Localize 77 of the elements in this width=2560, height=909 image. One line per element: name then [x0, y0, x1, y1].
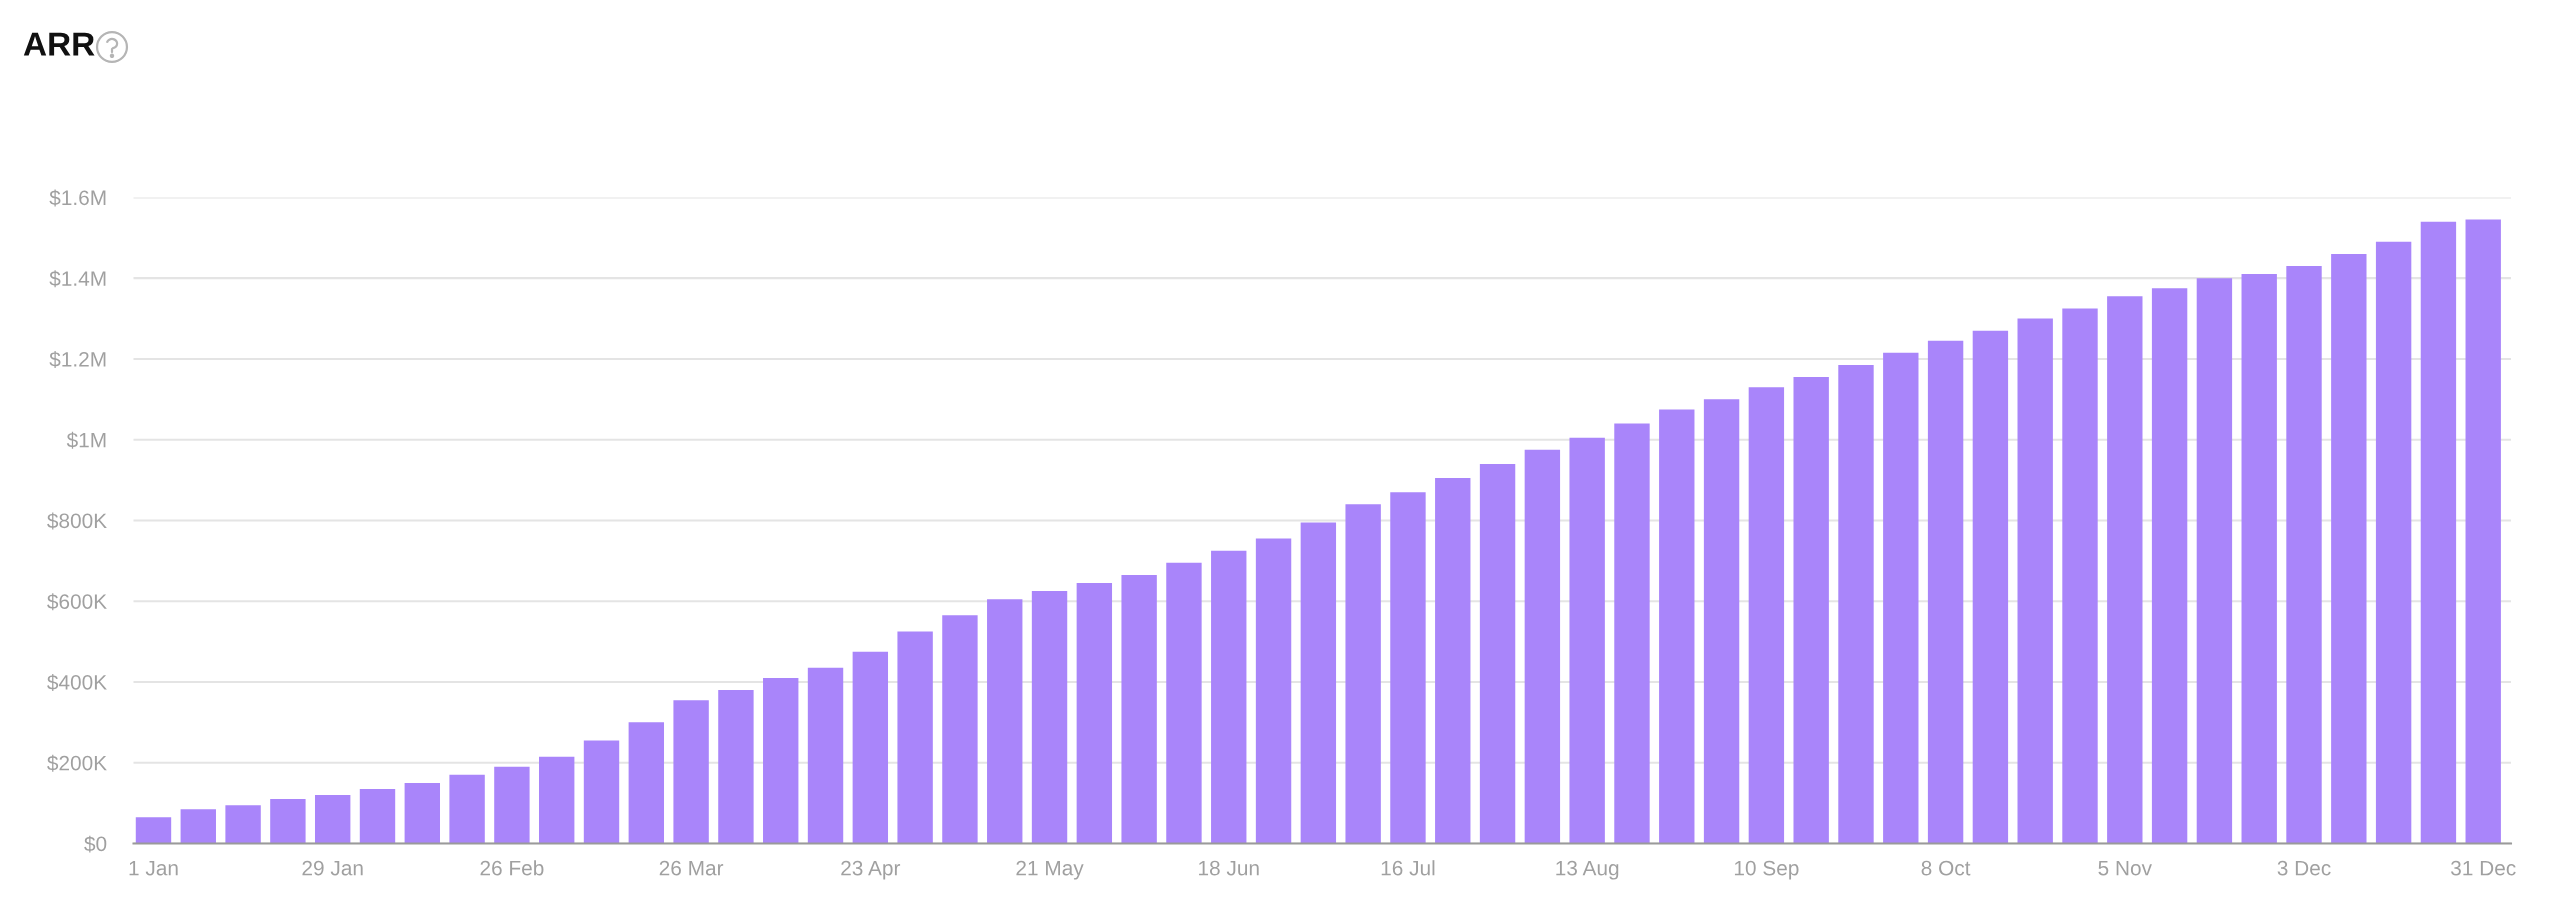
x-tick-label: 1 Jan — [129, 860, 178, 876]
x-tick-label: 10 Sep — [1734, 860, 1799, 880]
bar — [807, 667, 844, 844]
bar — [987, 599, 1023, 844]
bar — [1076, 583, 1113, 844]
bar — [583, 740, 620, 844]
bar — [1569, 437, 1605, 844]
bar — [1300, 522, 1337, 844]
x-tick-label: 26 Mar — [659, 860, 724, 876]
bar — [225, 805, 261, 844]
bar — [2375, 241, 2412, 844]
bar — [135, 817, 172, 844]
bar — [718, 690, 754, 844]
bar — [180, 809, 216, 844]
bar — [1524, 449, 1561, 844]
y-tick-label: $600K — [47, 593, 107, 611]
bar — [1614, 423, 1650, 844]
bar — [1703, 399, 1740, 844]
x-tick-label: 21 May — [1016, 860, 1084, 880]
bar — [1883, 352, 1919, 844]
chart-title: ARR — [23, 32, 95, 56]
bar — [2062, 308, 2098, 844]
bar — [1121, 574, 1157, 844]
y-tick-label: $400K — [47, 674, 107, 691]
x-tick-label: 31 Dec — [2451, 860, 2516, 876]
y-tick-label: $0 — [84, 835, 107, 853]
bar — [270, 799, 306, 844]
bar — [1390, 492, 1426, 844]
bar — [449, 774, 485, 844]
bar — [852, 651, 889, 844]
bar — [404, 782, 440, 844]
bar — [1793, 377, 1829, 844]
bar — [1748, 387, 1785, 844]
bar — [2017, 318, 2053, 844]
x-tick-label: 18 Jun — [1199, 860, 1259, 876]
bar — [763, 677, 799, 844]
bar — [2241, 274, 2277, 844]
bar — [2286, 266, 2322, 844]
bar — [628, 722, 665, 844]
bar — [897, 631, 933, 844]
bar — [539, 756, 575, 844]
x-tick-label: 29 Jan — [302, 860, 363, 876]
bar — [1435, 478, 1471, 844]
bar — [1211, 550, 1247, 844]
bar — [2107, 296, 2143, 844]
bar — [359, 788, 396, 844]
bar — [2196, 278, 2233, 844]
x-tick-label: 16 Jul — [1381, 860, 1435, 876]
bar — [1659, 409, 1695, 844]
y-tick-label: $1.4M — [49, 270, 106, 288]
x-tick-label: 23 Apr — [841, 860, 901, 880]
bar — [2420, 221, 2457, 844]
x-tick-label: 26 Feb — [480, 860, 544, 876]
bar — [1345, 504, 1381, 844]
y-tick-label: $1M — [66, 431, 106, 449]
x-tick-label: 3 Dec — [2277, 860, 2331, 876]
y-tick-label: $1.2M — [49, 351, 106, 368]
bar — [673, 700, 709, 844]
bar — [2151, 288, 2188, 844]
y-tick-label: $800K — [47, 512, 107, 530]
y-tick-label: $1.6M — [49, 189, 106, 207]
bar — [2331, 253, 2367, 844]
x-tick-label: 8 Oct — [1921, 860, 1971, 876]
bar — [942, 615, 978, 844]
y-tick-label: $200K — [47, 754, 107, 772]
bar — [2465, 219, 2501, 844]
bar — [1972, 330, 2009, 844]
bar — [1255, 538, 1292, 844]
x-tick-label: 5 Nov — [2098, 860, 2152, 876]
bar — [1927, 340, 1964, 844]
bar — [1166, 562, 1202, 844]
bar — [1031, 591, 1068, 844]
bar — [494, 766, 530, 844]
bar — [1838, 364, 1874, 844]
bar — [315, 795, 351, 844]
bar — [1479, 463, 1516, 844]
x-tick-label: 13 Aug — [1556, 860, 1619, 880]
